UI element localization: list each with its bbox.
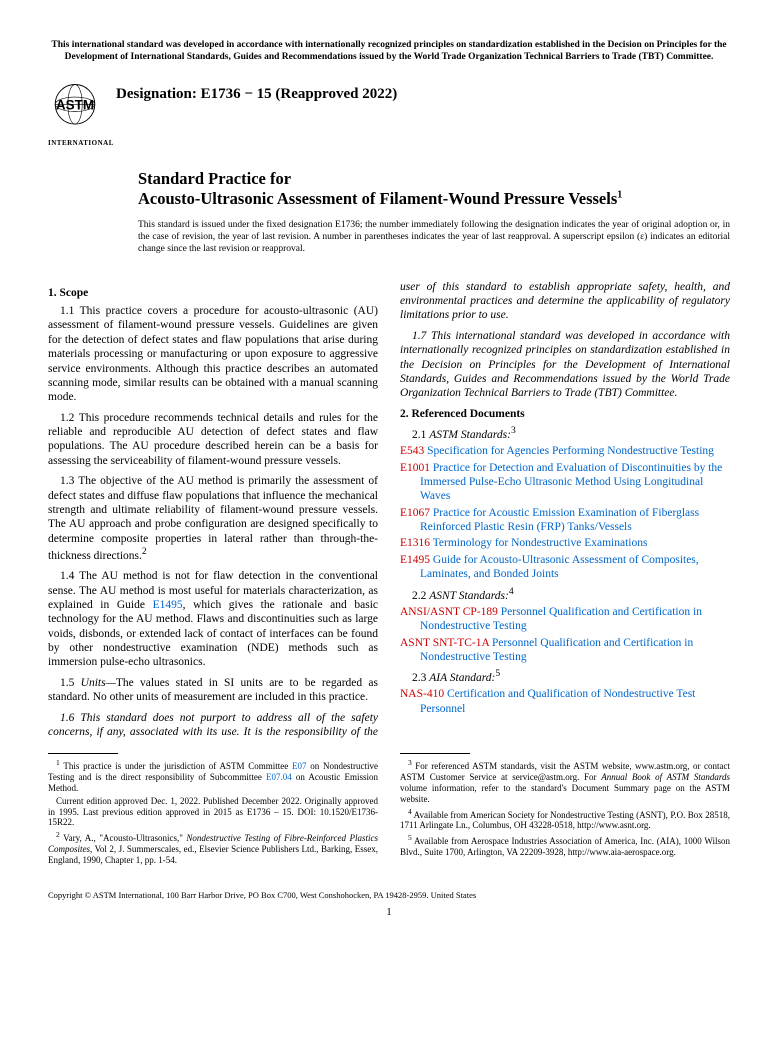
footnote-3: 3 For referenced ASTM standards, visit t… bbox=[400, 758, 730, 804]
logo-subtext: INTERNATIONAL bbox=[48, 139, 102, 147]
ref-item: E1001 Practice for Detection and Evaluat… bbox=[400, 461, 730, 504]
ref-item: E1316 Terminology for Nondestructive Exa… bbox=[400, 536, 730, 550]
ref-code[interactable]: E1001 bbox=[400, 462, 430, 474]
para-1-4: 1.4 The AU method is not for flaw detect… bbox=[48, 569, 378, 670]
standard-title: Standard Practice for Acousto-Ultrasonic… bbox=[138, 169, 730, 210]
astm-logo-icon: ASTM bbox=[48, 80, 102, 134]
sub-2-3: 2.3 AIA Standard:5 bbox=[400, 668, 730, 685]
ref-code[interactable]: E543 bbox=[400, 445, 424, 457]
footnote-1-p2: Current edition approved Dec. 1, 2022. P… bbox=[48, 796, 378, 828]
astm-refs-list: E543 Specification for Agencies Performi… bbox=[400, 444, 730, 581]
body-columns: 1. Scope 1.1 This practice covers a proc… bbox=[48, 280, 730, 740]
footnote-rule-left bbox=[48, 753, 118, 754]
aia-refs-list: NAS-410 Certification and Qualification … bbox=[400, 687, 730, 716]
ref-code[interactable]: ASNT SNT-TC-1A bbox=[400, 637, 489, 649]
sub-2-1: 2.1 ASTM Standards:3 bbox=[400, 425, 730, 442]
title-line1: Standard Practice for bbox=[138, 169, 291, 188]
svg-text:ASTM: ASTM bbox=[56, 97, 94, 112]
ref-item: E543 Specification for Agencies Performi… bbox=[400, 444, 730, 458]
header-committee-note: This international standard was develope… bbox=[48, 40, 730, 64]
ref-title[interactable]: Terminology for Nondestructive Examinati… bbox=[430, 537, 647, 549]
link-E1495[interactable]: E1495 bbox=[153, 599, 183, 611]
title-footnote-sup: 1 bbox=[617, 190, 622, 201]
ref-title[interactable]: Certification and Qualification of Nonde… bbox=[420, 688, 695, 714]
ref-item: E1495 Guide for Acousto-Ultrasonic Asses… bbox=[400, 553, 730, 582]
ref-title[interactable]: Guide for Acousto-Ultrasonic Assessment … bbox=[420, 554, 699, 580]
ref-code[interactable]: ANSI/ASNT CP-189 bbox=[400, 606, 498, 618]
ref-code[interactable]: E1067 bbox=[400, 507, 430, 519]
page-number: 1 bbox=[48, 906, 730, 918]
section-2-referenced-documents: 2. Referenced Documents bbox=[400, 407, 730, 421]
astm-logo: ASTM INTERNATIONAL bbox=[48, 80, 102, 147]
sub-2-2: 2.2 ASNT Standards:4 bbox=[400, 586, 730, 603]
para-1-7: 1.7 This international standard was deve… bbox=[400, 329, 730, 401]
para-1-2: 1.2 This procedure recommends technical … bbox=[48, 411, 378, 469]
ref-code[interactable]: E1316 bbox=[400, 537, 430, 549]
footnotes: 1 This practice is under the jurisdictio… bbox=[48, 753, 730, 865]
issuance-note: This standard is issued under the fixed … bbox=[138, 220, 730, 256]
footnote-1: 1 This practice is under the jurisdictio… bbox=[48, 758, 378, 793]
ref-code[interactable]: E1495 bbox=[400, 554, 430, 566]
copyright-line: Copyright © ASTM International, 100 Barr… bbox=[48, 890, 730, 900]
section-1-scope: 1. Scope bbox=[48, 286, 378, 300]
ref-item: ASNT SNT-TC-1A Personnel Qualification a… bbox=[400, 636, 730, 665]
ref-item: E1067 Practice for Acoustic Emission Exa… bbox=[400, 506, 730, 535]
link-E07[interactable]: E07 bbox=[292, 761, 307, 771]
footnote-3-sup: 3 bbox=[511, 425, 516, 436]
footnote-2-sup: 2 bbox=[142, 546, 147, 557]
title-line2: Acousto-Ultrasonic Assessment of Filamen… bbox=[138, 189, 617, 208]
ref-item: ANSI/ASNT CP-189 Personnel Qualification… bbox=[400, 605, 730, 634]
asnt-refs-list: ANSI/ASNT CP-189 Personnel Qualification… bbox=[400, 605, 730, 665]
designation-row: ASTM INTERNATIONAL Designation: E1736 − … bbox=[48, 80, 730, 147]
footnote-5: 5 Available from Aerospace Industries As… bbox=[400, 833, 730, 858]
para-1-3: 1.3 The objective of the AU method is pr… bbox=[48, 474, 378, 563]
footnote-2: 2 Vary, A., "Acousto-Ultrasonics," Nonde… bbox=[48, 830, 378, 865]
footnote-4: 4 Available from American Society for No… bbox=[400, 807, 730, 832]
ref-item: NAS-410 Certification and Qualification … bbox=[400, 687, 730, 716]
para-1-1: 1.1 This practice covers a procedure for… bbox=[48, 304, 378, 405]
footnote-4-sup: 4 bbox=[509, 586, 514, 597]
designation-text: Designation: E1736 − 15 (Reapproved 2022… bbox=[116, 86, 397, 103]
ref-title[interactable]: Specification for Agencies Performing No… bbox=[424, 445, 714, 457]
ref-title[interactable]: Practice for Detection and Evaluation of… bbox=[420, 462, 722, 503]
footnote-5-sup: 5 bbox=[495, 668, 500, 679]
para-1-5: 1.5 Units—The values stated in SI units … bbox=[48, 676, 378, 705]
ref-title[interactable]: Practice for Acoustic Emission Examinati… bbox=[420, 507, 699, 533]
link-E07-04[interactable]: E07.04 bbox=[266, 772, 292, 782]
footnote-rule-right bbox=[400, 753, 470, 754]
ref-code[interactable]: NAS-410 bbox=[400, 688, 444, 700]
title-block: Standard Practice for Acousto-Ultrasonic… bbox=[138, 169, 730, 210]
